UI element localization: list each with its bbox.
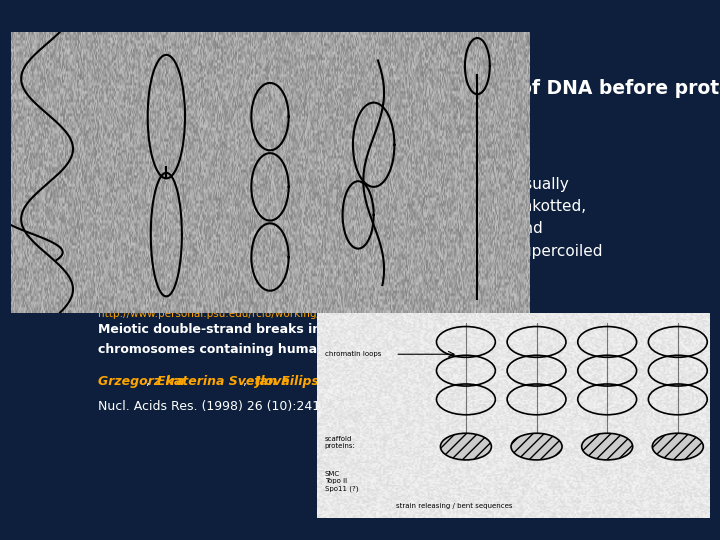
Text: strain releasing / bent sequences: strain releasing / bent sequences	[396, 503, 513, 509]
Text: http://www.personal.psu.edu/rcl8/working/Struc_Nucleic_Acids_Chpt2.htm: http://www.personal.psu.edu/rcl8/working…	[99, 308, 485, 319]
Text: scaffold
proteins:: scaffold proteins:	[325, 436, 356, 449]
Text: ,: ,	[243, 375, 251, 388]
Text: DNA substrate = starting conformation of DNA before protein action: DNA substrate = starting conformation of…	[99, 79, 720, 98]
Text: Usually
unkotted,
and
supercoiled: Usually unkotted, and supercoiled	[514, 177, 603, 259]
Text: SMC
Topo II
Spo11 (?): SMC Topo II Spo11 (?)	[325, 471, 358, 492]
Circle shape	[511, 433, 562, 460]
Text: ,: ,	[145, 375, 158, 388]
Circle shape	[582, 433, 633, 460]
Text: chromosomes containing human DNA: chromosomes containing human DNA	[99, 343, 361, 356]
Text: Nucl. Acids Res. (1998) 26 (10):2415-2419: Nucl. Acids Res. (1998) 26 (10):2415-241…	[99, 400, 364, 413]
Text: Meiotic double-strand breaks in yeast artificial: Meiotic double-strand breaks in yeast ar…	[99, 322, 427, 335]
Circle shape	[441, 433, 492, 460]
Circle shape	[652, 433, 703, 460]
Text: Jan Filipski: Jan Filipski	[255, 375, 331, 388]
Text: Ekaterina Svetlova: Ekaterina Svetlova	[157, 375, 289, 388]
Text: Grzegorz Ira: Grzegorz Ira	[99, 375, 185, 388]
Text: chromatin loops: chromatin loops	[325, 351, 381, 357]
